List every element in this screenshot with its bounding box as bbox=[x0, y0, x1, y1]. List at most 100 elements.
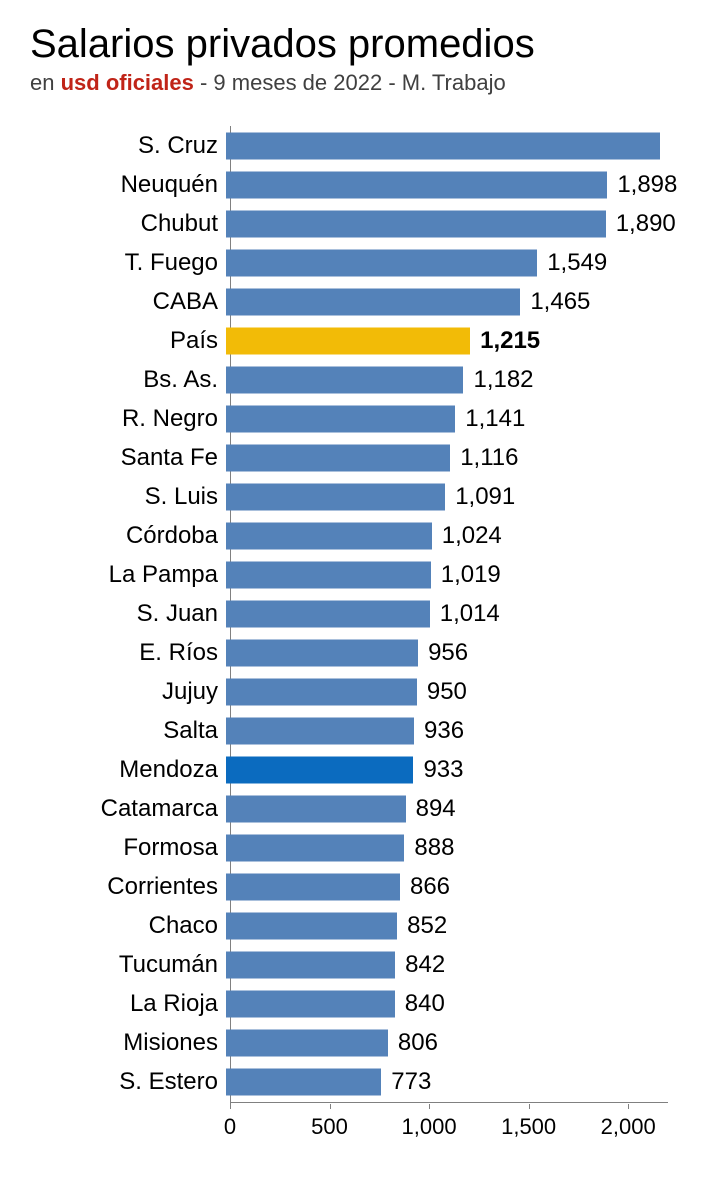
bar-label: La Pampa bbox=[30, 561, 226, 589]
bar-wrap bbox=[226, 126, 668, 165]
bar bbox=[226, 210, 606, 237]
bar bbox=[226, 132, 660, 159]
bar bbox=[226, 873, 400, 900]
bar-label: Tucumán bbox=[30, 951, 226, 979]
bar-row: Neuquén1,898 bbox=[30, 165, 668, 204]
bar-wrap: 852 bbox=[226, 906, 668, 945]
bar-wrap: 806 bbox=[226, 1023, 668, 1062]
bar bbox=[226, 444, 450, 471]
bar-value: 1,215 bbox=[480, 327, 540, 355]
bar-row: Misiones806 bbox=[30, 1023, 668, 1062]
bar bbox=[226, 1029, 388, 1056]
bar-value: 933 bbox=[423, 756, 463, 784]
bar bbox=[226, 678, 417, 705]
subtitle-prefix: en bbox=[30, 70, 61, 95]
bar-wrap: 1,141 bbox=[226, 399, 668, 438]
bar-value: 773 bbox=[391, 1068, 431, 1096]
bar-label: Formosa bbox=[30, 834, 226, 862]
bar-label: Chaco bbox=[30, 912, 226, 940]
bar-value: 1,182 bbox=[473, 366, 533, 394]
bar-wrap: 1,890 bbox=[226, 204, 668, 243]
bar-row: R. Negro1,141 bbox=[30, 399, 668, 438]
x-axis-ticks: 05001,0001,5002,000 bbox=[230, 1114, 668, 1144]
bar-wrap: 1,019 bbox=[226, 555, 668, 594]
bar-value: 956 bbox=[428, 639, 468, 667]
bar-row: S. Juan1,014 bbox=[30, 594, 668, 633]
bar-wrap: 933 bbox=[226, 750, 668, 789]
bar-value: 1,890 bbox=[616, 210, 676, 238]
bar-row: Mendoza933 bbox=[30, 750, 668, 789]
bar-wrap: 1,549 bbox=[226, 243, 668, 282]
bar-row: S. Cruz bbox=[30, 126, 668, 165]
subtitle-suffix: - 9 meses de 2022 - M. Trabajo bbox=[194, 70, 506, 95]
x-tick-label: 1,500 bbox=[501, 1114, 556, 1140]
bar-value: 1,141 bbox=[465, 405, 525, 433]
bar bbox=[226, 717, 414, 744]
bar-label: Salta bbox=[30, 717, 226, 745]
bar-row: Chubut1,890 bbox=[30, 204, 668, 243]
bar bbox=[226, 951, 395, 978]
bar-value: 950 bbox=[427, 678, 467, 706]
chart-subtitle: en usd oficiales - 9 meses de 2022 - M. … bbox=[30, 70, 698, 96]
bar-label: Corrientes bbox=[30, 873, 226, 901]
bar bbox=[226, 522, 432, 549]
bar-value: 1,465 bbox=[530, 288, 590, 316]
bar-wrap: 1,014 bbox=[226, 594, 668, 633]
bar-label: Catamarca bbox=[30, 795, 226, 823]
chart-container: Salarios privados promedios en usd ofici… bbox=[0, 0, 720, 1166]
bar bbox=[226, 795, 406, 822]
x-tick-mark bbox=[230, 1104, 232, 1109]
bar-value: 936 bbox=[424, 717, 464, 745]
bar-row: Catamarca894 bbox=[30, 789, 668, 828]
bar-row: Santa Fe 1,116 bbox=[30, 438, 668, 477]
bar-label: Bs. As. bbox=[30, 366, 226, 394]
x-tick-mark bbox=[429, 1104, 431, 1109]
bar-wrap: 842 bbox=[226, 945, 668, 984]
bar-label: Misiones bbox=[30, 1029, 226, 1057]
bar-row: Formosa 888 bbox=[30, 828, 668, 867]
bar-value: 1,898 bbox=[617, 171, 677, 199]
bar bbox=[226, 288, 520, 315]
bar bbox=[226, 327, 470, 354]
bar-value: 1,116 bbox=[460, 444, 518, 472]
bar-wrap: 1,091 bbox=[226, 477, 668, 516]
x-tick-mark bbox=[529, 1104, 531, 1109]
bar-row: La Rioja840 bbox=[30, 984, 668, 1023]
bar-row: CABA1,465 bbox=[30, 282, 668, 321]
bar-row: Bs. As. 1,182 bbox=[30, 360, 668, 399]
bar bbox=[226, 405, 455, 432]
x-tick-label: 500 bbox=[311, 1114, 348, 1140]
bar-label: Chubut bbox=[30, 210, 226, 238]
chart-title: Salarios privados promedios bbox=[30, 22, 698, 66]
bar bbox=[226, 561, 431, 588]
bar bbox=[226, 366, 463, 393]
bar bbox=[226, 600, 430, 627]
bar-value: 1,091 bbox=[455, 483, 515, 511]
bar-row: S. Estero773 bbox=[30, 1062, 668, 1101]
bar-wrap: 894 bbox=[226, 789, 668, 828]
bar-wrap: 773 bbox=[226, 1062, 668, 1101]
bar bbox=[226, 1068, 381, 1095]
bar-wrap: 840 bbox=[226, 984, 668, 1023]
bar-chart: 05001,0001,5002,000 S. CruzNeuquén1,898C… bbox=[30, 126, 698, 1156]
bar bbox=[226, 990, 395, 1017]
bar bbox=[226, 483, 445, 510]
bar-label: La Rioja bbox=[30, 990, 226, 1018]
bar bbox=[226, 171, 607, 198]
bar-wrap: 950 bbox=[226, 672, 668, 711]
bar-wrap: 1,024 bbox=[226, 516, 668, 555]
bar-label: País bbox=[30, 327, 226, 355]
bar bbox=[226, 756, 413, 783]
bar-value: 1,019 bbox=[441, 561, 501, 589]
bar-row: S. Luis1,091 bbox=[30, 477, 668, 516]
bar bbox=[226, 912, 397, 939]
bar-row: Córdoba1,024 bbox=[30, 516, 668, 555]
bar-row: Chaco852 bbox=[30, 906, 668, 945]
bar-label: T. Fuego bbox=[30, 249, 226, 277]
x-tick-mark bbox=[330, 1104, 332, 1109]
bar-value: 888 bbox=[414, 834, 454, 862]
bar-wrap: 1,898 bbox=[226, 165, 668, 204]
bar-row: La Pampa 1,019 bbox=[30, 555, 668, 594]
bar bbox=[226, 834, 404, 861]
bar-label: Santa Fe bbox=[30, 444, 226, 472]
